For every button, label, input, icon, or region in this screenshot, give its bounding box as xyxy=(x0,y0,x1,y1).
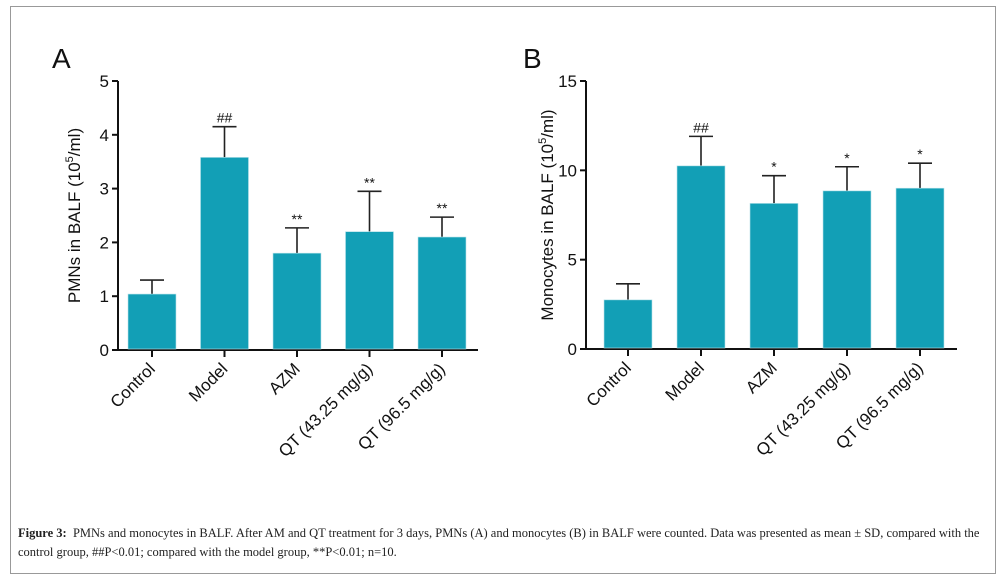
chart-b-bar xyxy=(603,299,653,349)
chart-b-panel-letter: B xyxy=(523,43,542,74)
chart-b-y-tick-label: 10 xyxy=(558,161,577,180)
figure-frame xyxy=(10,6,996,574)
chart-b-significance-label: ## xyxy=(693,119,709,135)
chart-a-significance-label: ** xyxy=(364,174,375,190)
chart-b-significance-label: * xyxy=(771,159,777,175)
chart-a-x-tick-label: AZM xyxy=(265,359,304,398)
chart-a-bar xyxy=(272,252,322,350)
chart-b-significance-label: * xyxy=(844,150,850,166)
chart-a-y-axis-label: PMNs in BALF (105/ml) xyxy=(64,128,84,303)
chart-b-x-tick-label: Control xyxy=(583,358,635,410)
chart-a-y-tick-label: 3 xyxy=(100,180,109,199)
chart-b-x-tick-label: AZM xyxy=(742,358,781,397)
chart-a-y-tick-label: 0 xyxy=(100,341,109,360)
chart-a-panel-letter: A xyxy=(52,43,71,74)
chart-a-bar xyxy=(200,157,249,350)
chart-a-y-tick-label: 4 xyxy=(100,126,109,145)
chart-b-bar xyxy=(822,190,872,349)
chart-b-x-tick-label: Model xyxy=(662,358,708,404)
chart-a-bar xyxy=(345,231,394,350)
chart-b-bar xyxy=(676,165,726,349)
chart-b-y-axis-label: Monocytes in BALF (105/ml) xyxy=(537,109,557,320)
chart-b-bar xyxy=(895,187,945,349)
figure-caption: Figure 3: PMNs and monocytes in BALF. Af… xyxy=(18,524,993,562)
chart-a-bar xyxy=(417,236,467,350)
chart-a-x-tick-label: Control xyxy=(107,359,159,411)
chart-a-y-tick-label: 5 xyxy=(100,72,109,91)
chart-b-y-tick-label: 5 xyxy=(568,251,577,270)
chart-a-y-tick-label: 2 xyxy=(100,233,109,252)
chart-a-y-tick-label: 1 xyxy=(100,287,109,306)
chart-b-significance-label: * xyxy=(917,146,923,162)
chart-a-significance-label: ** xyxy=(437,200,448,216)
chart-b-bar xyxy=(749,203,799,349)
chart-a-bar xyxy=(127,293,177,350)
chart-b-y-tick-label: 0 xyxy=(568,340,577,359)
chart-b-y-tick-label: 15 xyxy=(558,72,577,91)
chart-a-significance-label: ** xyxy=(292,211,303,227)
caption-text: PMNs and monocytes in BALF. After AM and… xyxy=(18,526,980,559)
chart-a-x-tick-label: Model xyxy=(185,359,231,405)
caption-label: Figure 3: xyxy=(18,526,67,540)
chart-a-significance-label: ## xyxy=(217,110,233,126)
